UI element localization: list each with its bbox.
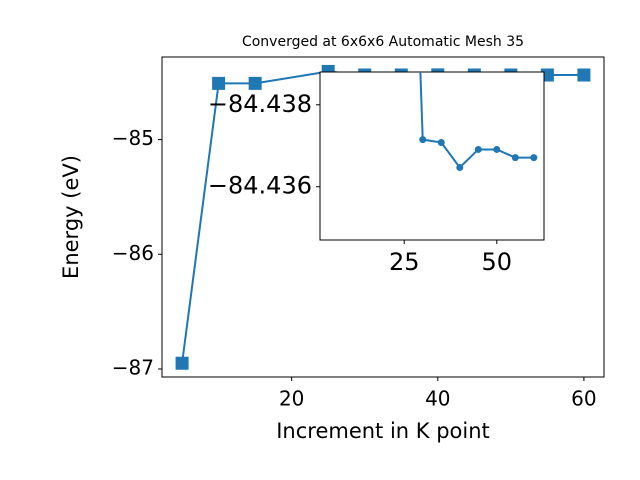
chart-title: Converged at 6x6x6 Automatic Mesh 35 [242, 34, 524, 50]
y-axis-label: Energy (eV) [59, 155, 83, 279]
plot-area [319, 71, 545, 241]
marker [493, 145, 501, 153]
x-tick-label: 40 [425, 387, 450, 411]
x-tick-label: 20 [279, 387, 304, 411]
marker [456, 163, 464, 171]
marker [530, 154, 538, 162]
marker [212, 76, 226, 90]
marker [419, 136, 427, 144]
x-tick-label: 50 [482, 248, 513, 276]
marker [511, 154, 519, 162]
y-tick-label: −84.438 [208, 90, 312, 118]
marker [437, 138, 445, 146]
series [419, 72, 538, 171]
x-tick-label: 60 [571, 387, 596, 411]
y-tick-label: −87 [112, 355, 154, 379]
marker [175, 356, 189, 370]
marker [474, 145, 482, 153]
y-tick-label: −84.436 [208, 172, 312, 200]
marker [248, 76, 262, 90]
marker [577, 68, 591, 82]
y-tick-label: −86 [112, 241, 154, 265]
x-axis-label: Increment in K point [276, 419, 490, 443]
y-tick-label: −85 [112, 126, 154, 150]
x-tick-label: 25 [389, 248, 420, 276]
